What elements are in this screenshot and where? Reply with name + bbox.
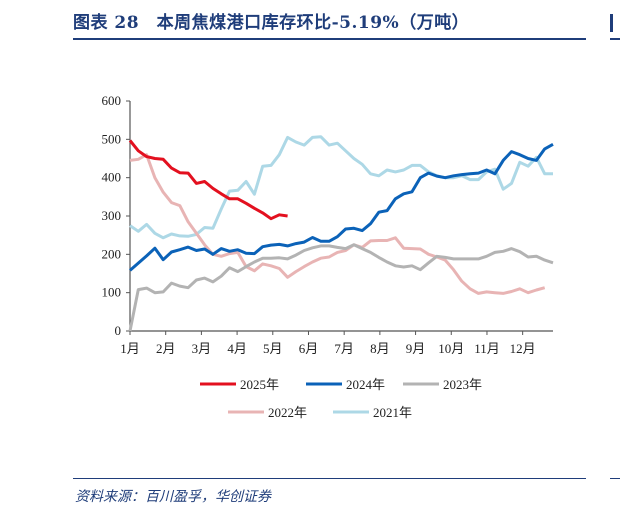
x-tick-label: 2月: [156, 341, 176, 356]
adjacent-divider: [610, 38, 620, 40]
figure-title: 图表 28 本周焦煤港口库存环比-5.19%（万吨）: [73, 13, 470, 33]
legend-label: 2022年: [268, 405, 307, 420]
title-divider: [73, 38, 586, 40]
x-tick-label: 5月: [263, 341, 283, 356]
adjacent-source-divider: [610, 478, 620, 479]
series-line-2022年: [129, 153, 546, 295]
adjacent-figure-edge: [610, 14, 620, 32]
source-divider: [73, 478, 586, 479]
x-tick-label: 3月: [192, 341, 212, 356]
y-tick-label: 100: [102, 285, 122, 300]
x-tick-label: 12月: [510, 341, 536, 356]
y-tick-label: 200: [102, 246, 122, 261]
y-tick-label: 300: [102, 208, 122, 223]
legend-label: 2024年: [346, 377, 385, 392]
legend-label: 2021年: [373, 405, 412, 420]
x-tick-label: 8月: [370, 341, 390, 356]
y-tick-label: 400: [102, 170, 122, 185]
x-tick-label: 11月: [474, 341, 500, 356]
x-tick-label: 10月: [438, 341, 464, 356]
x-tick-label: 1月: [120, 341, 140, 356]
x-tick-label: 4月: [227, 341, 247, 356]
series-line-2025年: [128, 139, 288, 221]
series-line-2021年: [129, 135, 553, 240]
y-tick-label: 500: [102, 131, 122, 146]
x-tick-label: 7月: [334, 341, 354, 356]
series-line-2023年: [128, 243, 554, 332]
legend-label: 2023年: [443, 377, 482, 392]
series-line-2024年: [129, 142, 554, 272]
source-note: 资料来源：百川盈孚，华创证券: [75, 489, 271, 505]
y-tick-label: 600: [102, 93, 122, 108]
legend-label: 2025年: [240, 377, 279, 392]
x-tick-label: 6月: [299, 341, 319, 356]
y-tick-label: 0: [115, 323, 122, 338]
x-tick-label: 9月: [406, 341, 426, 356]
line-chart: 0 100 200 300 400 500 600 1月 2月 3月 4月 5月 6月 7月 8月 9月 10月…: [102, 93, 554, 420]
